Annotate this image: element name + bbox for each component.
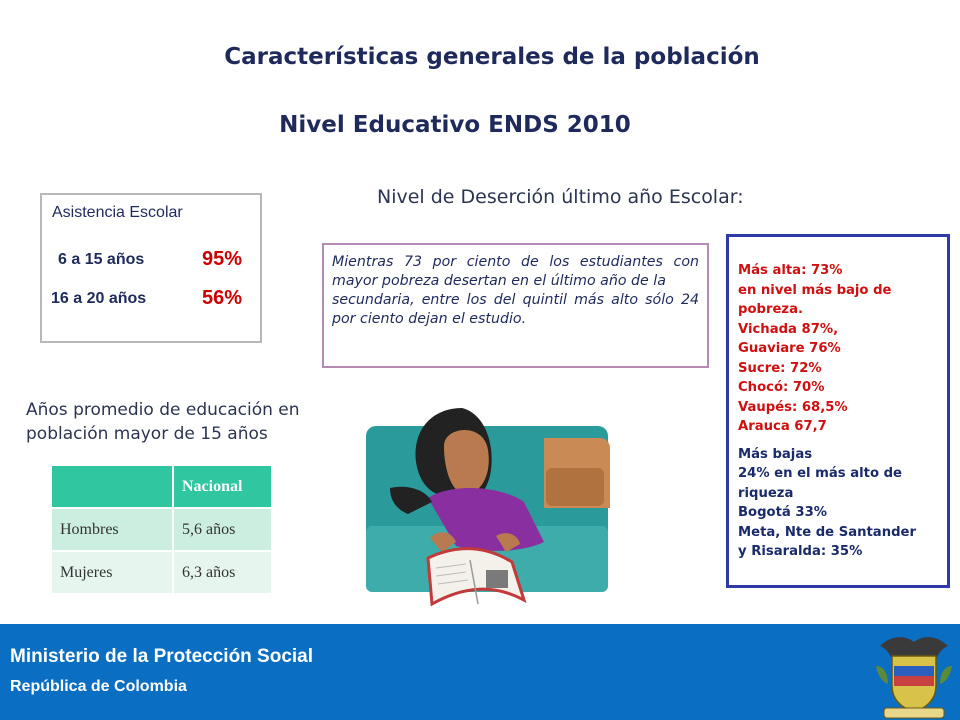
low-line: 24% en el más alto de: [738, 466, 902, 481]
footer-ministerio: Ministerio de la Protección Social: [10, 646, 314, 667]
high-line: Guaviare 76%: [738, 341, 841, 356]
asistencia-label-16-20: 16 a 20 años: [51, 290, 147, 307]
low-line: Más bajas: [738, 446, 813, 462]
anos-heading-line: Años promedio de educación en: [26, 400, 300, 420]
asistencia-box: Asistencia Escolar 6 a 15 años 95% 16 a …: [40, 193, 262, 343]
regions-box: Más alta: 73% en nivel más bajo de pobre…: [726, 234, 950, 588]
high-line: Sucre: 72%: [738, 360, 822, 376]
table-header-cell: [52, 466, 174, 509]
colombia-coat-of-arms-icon: [876, 637, 952, 719]
anos-heading-line: población mayor de 15 años: [26, 424, 268, 444]
high-line: Vichada 87%,: [738, 321, 839, 337]
table-cell: Hombres: [52, 508, 174, 552]
quote-paragraph-2: secundaria, entre los del quintil más al…: [332, 292, 699, 327]
table-cell: Mujeres: [52, 551, 174, 595]
high-line: Chocó: 70%: [738, 380, 825, 395]
high-line: Vaupés: 68,5%: [738, 399, 848, 415]
high-line: Más alta: 73%: [738, 263, 843, 278]
girl-reading-illustration: [366, 408, 610, 607]
quote-paragraph-1: Mientras 73 por ciento de los estudiante…: [332, 254, 699, 289]
asistencia-heading: Asistencia Escolar: [52, 204, 183, 221]
footer-bar: [0, 624, 960, 720]
asistencia-value-16-20: 56%: [202, 287, 243, 309]
desercion-quote-box: Mientras 73 por ciento de los estudiante…: [322, 243, 709, 368]
high-line: en nivel más bajo de: [738, 282, 892, 298]
table-header-row: Nacional: [52, 466, 273, 509]
low-line: riqueza: [738, 485, 794, 501]
asistencia-value-6-15: 95%: [202, 248, 243, 270]
table-row: Mujeres 6,3 años: [52, 551, 273, 595]
anos-heading: Años promedio de educación en población …: [26, 398, 300, 446]
slide-subtitle: Nivel Educativo ENDS 2010: [279, 112, 631, 138]
low-line: Meta, Nte de Santander: [738, 524, 916, 540]
slide-title: Características generales de la població…: [224, 44, 760, 70]
table-cell: 5,6 años: [173, 508, 273, 552]
footer-republica: República de Colombia: [10, 678, 187, 695]
table-header-cell: Nacional: [173, 466, 273, 509]
low-line: y Risaralda: 35%: [738, 544, 863, 559]
desercion-heading: Nivel de Deserción último año Escolar:: [377, 186, 744, 208]
low-line: Bogotá 33%: [738, 505, 827, 520]
asistencia-label-6-15: 6 a 15 años: [58, 251, 145, 268]
education-table: Nacional Hombres 5,6 años Mujeres 6,3 añ…: [52, 466, 273, 595]
table-cell: 6,3 años: [173, 551, 273, 595]
table-row: Hombres 5,6 años: [52, 508, 273, 552]
high-line: Arauca 67,7: [738, 419, 827, 434]
high-line: pobreza.: [738, 302, 803, 317]
